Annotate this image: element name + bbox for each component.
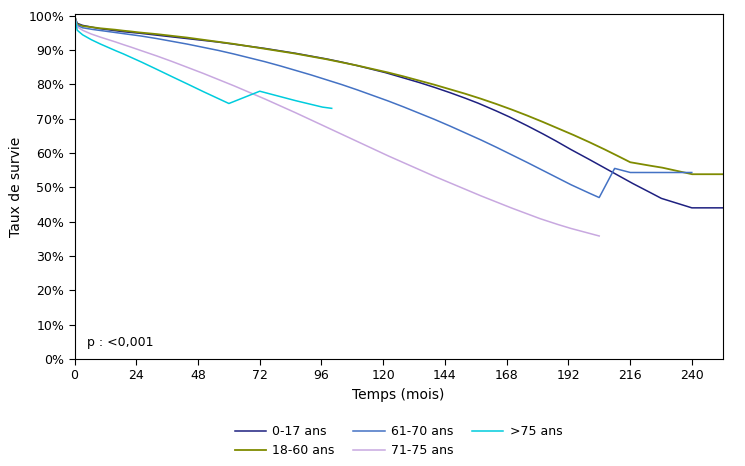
>75 ans [83, 35, 92, 41]
>75 ans [70, 13, 79, 19]
61-70 ans [595, 195, 603, 200]
18-60 ans [688, 171, 697, 177]
18-60 ans [368, 66, 377, 72]
61-70 ans [370, 93, 379, 99]
Legend: 0-17 ans, 18-60 ans, 61-70 ans, 71-75 ans, >75 ans: 0-17 ans, 18-60 ans, 61-70 ans, 71-75 an… [229, 420, 568, 462]
18-60 ans [700, 171, 708, 177]
0-17 ans [103, 27, 112, 33]
18-60 ans [385, 70, 394, 75]
0-17 ans [368, 67, 377, 72]
18-60 ans [580, 137, 589, 143]
71-75 ans [595, 233, 603, 239]
Line: 0-17 ans: 0-17 ans [74, 16, 723, 208]
Line: 18-60 ans: 18-60 ans [74, 16, 723, 174]
18-60 ans [103, 26, 112, 32]
71-75 ans [484, 196, 492, 201]
61-70 ans [101, 28, 110, 34]
>75 ans [320, 104, 329, 110]
0-17 ans [580, 154, 589, 160]
18-60 ans [718, 171, 727, 177]
61-70 ans [670, 170, 679, 175]
61-70 ans [670, 170, 679, 175]
X-axis label: Temps (mois): Temps (mois) [352, 388, 445, 402]
0-17 ans [688, 205, 697, 211]
61-70 ans [354, 88, 363, 93]
0-17 ans [70, 13, 79, 19]
71-75 ans [580, 229, 589, 235]
71-75 ans [311, 119, 320, 125]
>75 ans [188, 84, 197, 89]
Line: >75 ans: >75 ans [74, 16, 332, 108]
0-17 ans [718, 205, 727, 211]
0-17 ans [700, 205, 708, 211]
>75 ans [273, 93, 282, 99]
18-60 ans [70, 13, 79, 19]
71-75 ans [579, 229, 588, 235]
Y-axis label: Taux de survie: Taux de survie [9, 136, 22, 237]
>75 ans [195, 87, 204, 93]
18-60 ans [700, 171, 708, 177]
71-75 ans [70, 13, 79, 19]
Line: 61-70 ans: 61-70 ans [74, 16, 692, 198]
>75 ans [320, 104, 329, 110]
0-17 ans [700, 205, 708, 211]
0-17 ans [385, 71, 394, 76]
Line: 71-75 ans: 71-75 ans [74, 16, 599, 236]
71-75 ans [97, 34, 106, 40]
71-75 ans [325, 126, 334, 131]
61-70 ans [70, 13, 79, 19]
61-70 ans [556, 177, 565, 182]
Text: p : <0,001: p : <0,001 [87, 336, 154, 349]
61-70 ans [688, 170, 697, 175]
>75 ans [327, 105, 336, 111]
